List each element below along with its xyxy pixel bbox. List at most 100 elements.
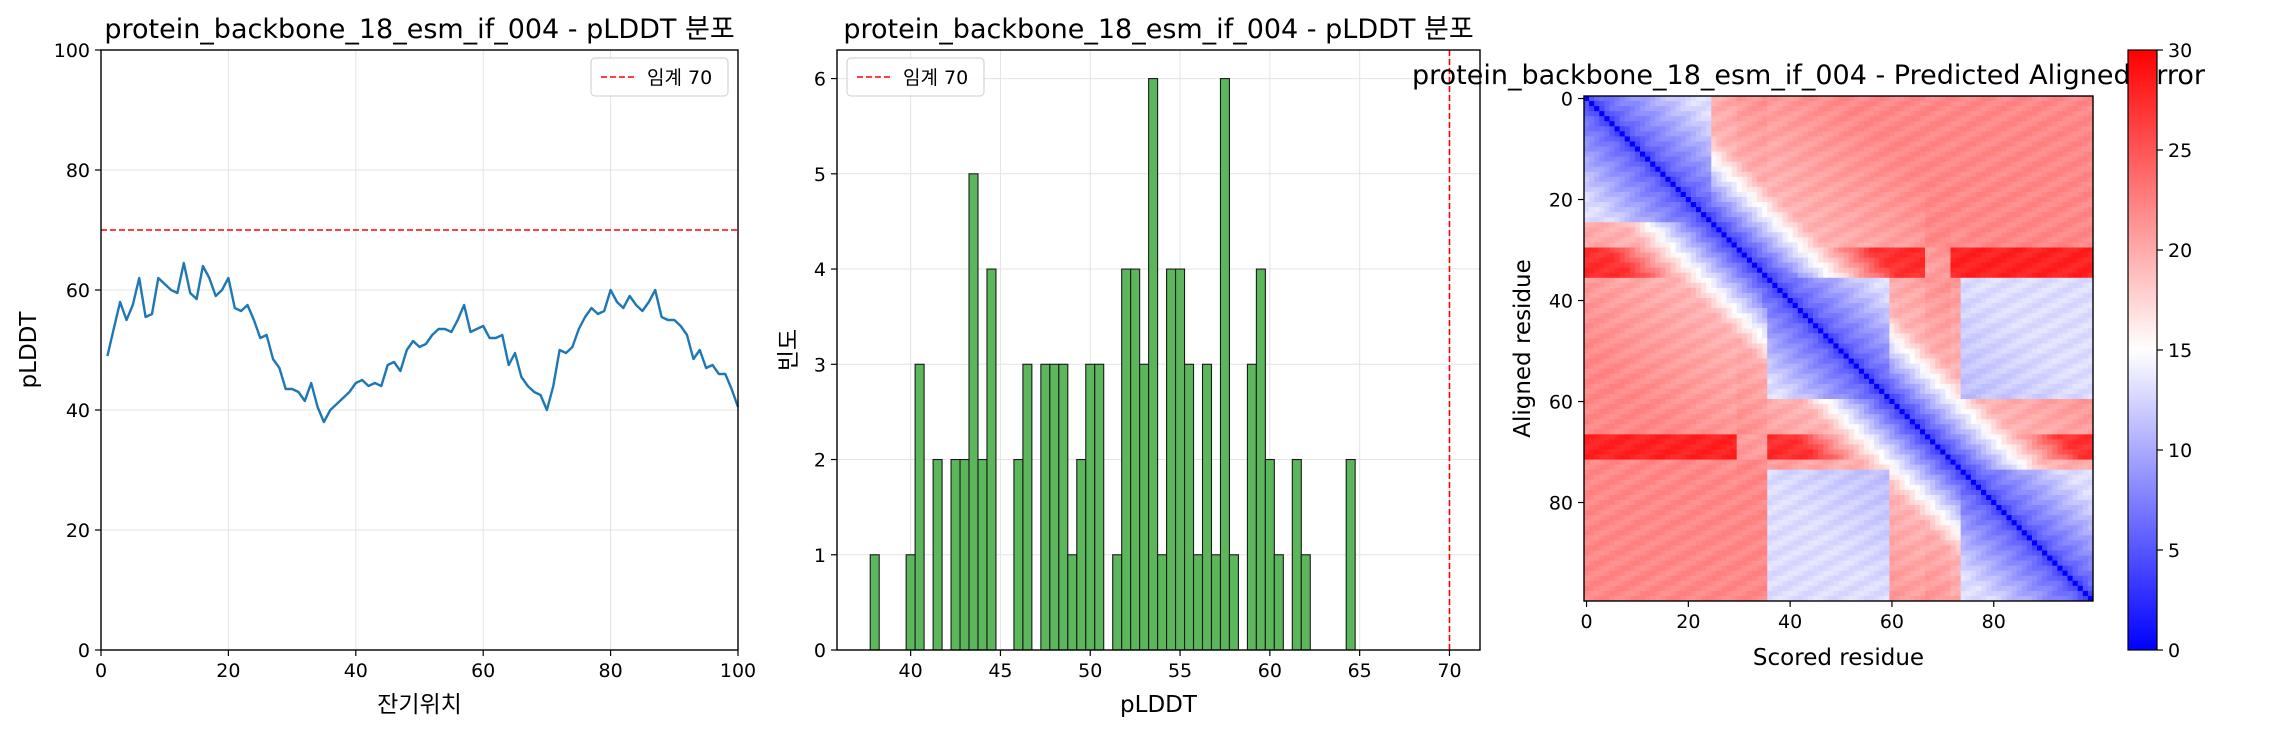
heatmap-cell xyxy=(1874,262,1880,269)
heatmap-cell xyxy=(1716,308,1722,314)
x-tick-label: 20 xyxy=(216,660,240,682)
heatmap-cell xyxy=(1807,282,1814,289)
heatmap-cell xyxy=(1869,202,1875,208)
heatmap-cell xyxy=(2057,161,2063,168)
heatmap-cell xyxy=(1930,323,1936,329)
heatmap-cell xyxy=(1716,101,1722,107)
heatmap-cell xyxy=(1680,101,1687,107)
heatmap-cell xyxy=(1848,333,1855,339)
heatmap-cell xyxy=(1792,282,1799,289)
histogram-bar xyxy=(1201,363,1213,651)
heatmap-cell xyxy=(1843,106,1850,112)
heatmap-cell xyxy=(1909,247,1916,253)
heatmap-cell xyxy=(1813,197,1819,203)
heatmap-cell xyxy=(1751,262,1758,269)
heatmap-cell xyxy=(1650,237,1656,243)
heatmap-cell xyxy=(1909,292,1916,299)
heatmap-cell xyxy=(2057,277,2063,284)
heatmap-cell xyxy=(1970,287,1977,294)
heatmap-cell xyxy=(1762,338,1768,344)
heatmap-cell xyxy=(1670,252,1677,258)
heatmap-cell xyxy=(1884,146,1890,152)
heatmap-cell xyxy=(2031,136,2038,142)
heatmap-cell xyxy=(1614,277,1621,284)
heatmap-cell xyxy=(2001,212,2007,218)
heatmap-cell xyxy=(1670,136,1677,142)
heatmap-cell xyxy=(2077,116,2084,122)
heatmap-cell xyxy=(1701,207,1707,213)
heatmap-cell xyxy=(1777,303,1783,309)
heatmap-cell xyxy=(2026,242,2033,248)
heatmap-cell xyxy=(1751,227,1758,233)
heatmap-cell xyxy=(1614,111,1621,117)
heatmap-cell xyxy=(1726,222,1733,228)
heatmap-cell xyxy=(1838,131,1844,137)
heatmap-cell xyxy=(1945,96,1951,102)
heatmap-cell xyxy=(2082,171,2089,178)
heatmap-cell xyxy=(1787,217,1794,223)
heatmap-cell xyxy=(1584,116,1590,122)
heatmap-cell xyxy=(2006,121,2012,127)
heatmap-cell xyxy=(1584,186,1590,193)
heatmap-cell xyxy=(1685,186,1692,193)
heatmap-cell xyxy=(1935,191,1941,198)
heatmap-cell xyxy=(1970,292,1977,299)
heatmap-cell xyxy=(1660,176,1666,183)
heatmap-cell xyxy=(1940,272,1946,279)
heatmap-cell xyxy=(2052,333,2058,339)
heatmap-cell xyxy=(1619,338,1626,344)
heatmap-cell xyxy=(1675,136,1682,142)
heatmap-cell xyxy=(1981,217,1987,223)
heatmap-cell xyxy=(2026,328,2033,334)
heatmap-cell xyxy=(1807,292,1814,299)
heatmap-cell xyxy=(2052,272,2058,279)
heatmap-cell xyxy=(1634,292,1641,299)
heatmap-cell xyxy=(1741,181,1748,188)
heatmap-cell xyxy=(1970,181,1977,188)
heatmap-cell xyxy=(1843,116,1850,122)
heatmap-cell xyxy=(1594,197,1600,203)
heatmap-cell xyxy=(2047,131,2053,137)
heatmap-cell xyxy=(1848,217,1855,223)
heatmap-cell xyxy=(1777,197,1783,203)
heatmap-cell xyxy=(1594,277,1600,284)
heatmap-cell xyxy=(1797,116,1804,122)
heatmap-cell xyxy=(2037,247,2043,253)
heatmap-cell xyxy=(1981,333,1987,339)
heatmap-cell xyxy=(1706,262,1712,269)
heatmap-cell xyxy=(1782,141,1788,147)
heatmap-cell xyxy=(1848,116,1855,122)
heatmap-cell xyxy=(1680,247,1687,253)
heatmap-cell xyxy=(2062,181,2068,188)
histogram-bar xyxy=(968,173,979,651)
heatmap-cell xyxy=(1721,338,1727,344)
heatmap-cell xyxy=(2077,141,2084,147)
heatmap-cell xyxy=(2011,333,2018,339)
heatmap-cell xyxy=(1624,242,1631,248)
heatmap-cell xyxy=(1874,96,1880,102)
heatmap-cell xyxy=(1726,141,1733,147)
heatmap-cell xyxy=(1863,126,1870,132)
heatmap-cell xyxy=(1965,141,1972,147)
heatmap-cell xyxy=(1828,242,1834,248)
heatmap-cell xyxy=(1741,338,1748,344)
heatmap-cell xyxy=(1751,141,1758,147)
heatmap-cell xyxy=(1818,136,1824,142)
heatmap-cell xyxy=(1925,202,1931,208)
heatmap-cell xyxy=(1914,111,1921,117)
heatmap-cell xyxy=(1604,272,1610,279)
heatmap-cell xyxy=(1838,146,1844,152)
heatmap-cell xyxy=(1599,106,1605,112)
heatmap-cell xyxy=(2072,111,2079,117)
heatmap-cell xyxy=(1731,222,1738,228)
heatmap-cell xyxy=(1629,222,1636,228)
heatmap-cell xyxy=(2062,116,2068,122)
heatmap-cell xyxy=(2072,247,2079,253)
heatmap-cell xyxy=(1787,257,1794,264)
heatmap-cell xyxy=(1813,232,1819,238)
histogram-bar xyxy=(1022,363,1033,651)
heatmap-cell xyxy=(1869,262,1875,269)
heatmap-cell xyxy=(2077,111,2084,117)
heatmap-cell xyxy=(1904,166,1911,173)
heatmap-cell xyxy=(1904,106,1911,112)
